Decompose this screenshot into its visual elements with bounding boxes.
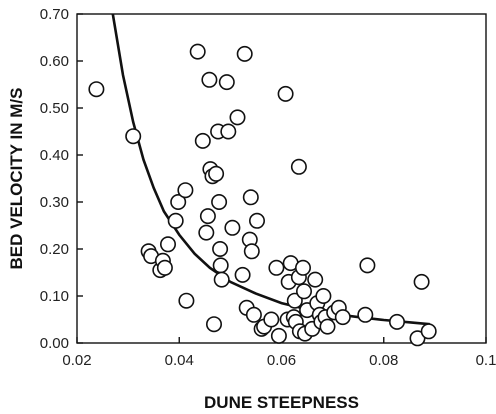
data-point [224,219,241,236]
data-point [277,85,294,102]
x-axis-title: DUNE STEEPNESS [204,393,359,412]
y-tick-label: 0.00 [40,335,69,352]
data-point [420,323,437,340]
data-point [334,309,351,326]
data-point [199,208,216,225]
x-tick-label: 0.1 [476,352,496,369]
data-point [156,259,173,276]
x-tick-label: 0.04 [165,352,194,369]
data-point [125,128,142,145]
data-points-layer [88,43,437,347]
data-point [388,313,405,330]
data-point [229,109,246,126]
data-point [212,257,229,274]
data-point [295,283,312,300]
data-point [213,271,230,288]
data-point [170,194,187,211]
data-point [208,165,225,182]
data-point [167,212,184,229]
y-tick-label: 0.30 [40,194,69,211]
data-point [357,306,374,323]
data-point [218,74,235,91]
y-tick-label: 0.20 [40,241,69,258]
data-point [88,81,105,98]
data-point [307,271,324,288]
x-axis: 0.02 0.04 0.06 0.08 0.1 [62,337,496,369]
data-point [206,316,223,333]
y-tick-label: 0.40 [40,147,69,164]
data-point [270,327,287,344]
data-point [359,257,376,274]
data-point [194,132,211,149]
data-point [160,236,177,253]
data-point [290,158,307,175]
data-point [211,194,228,211]
y-tick-label: 0.60 [40,53,69,70]
data-point [294,259,311,276]
x-tick-label: 0.02 [62,352,91,369]
x-tick-label: 0.06 [267,352,296,369]
data-point [220,123,237,140]
data-point [212,241,229,258]
data-point [315,287,332,304]
data-point [243,243,260,260]
data-point [409,330,426,347]
data-point [189,43,206,60]
data-point [286,292,303,309]
data-point [201,71,218,88]
y-tick-label: 0.70 [40,6,69,23]
y-axis: 0.00 0.10 0.20 0.30 0.40 0.50 0.60 0.70 [40,6,83,352]
data-point [413,273,430,290]
data-point [198,224,215,241]
data-point [268,259,285,276]
y-tick-label: 0.50 [40,100,69,117]
data-point [242,189,259,206]
data-point [245,306,262,323]
plot-frame [76,13,487,344]
plot-area [76,13,487,344]
data-point [249,212,266,229]
data-point [178,292,195,309]
data-point [234,266,251,283]
y-tick-label: 0.10 [40,288,69,305]
data-point [263,311,280,328]
data-point [177,182,194,199]
x-tick-label: 0.08 [369,352,398,369]
data-point [236,45,253,62]
data-point [319,318,336,335]
y-axis-title: BED VELOCITY IN M/S [7,88,26,270]
